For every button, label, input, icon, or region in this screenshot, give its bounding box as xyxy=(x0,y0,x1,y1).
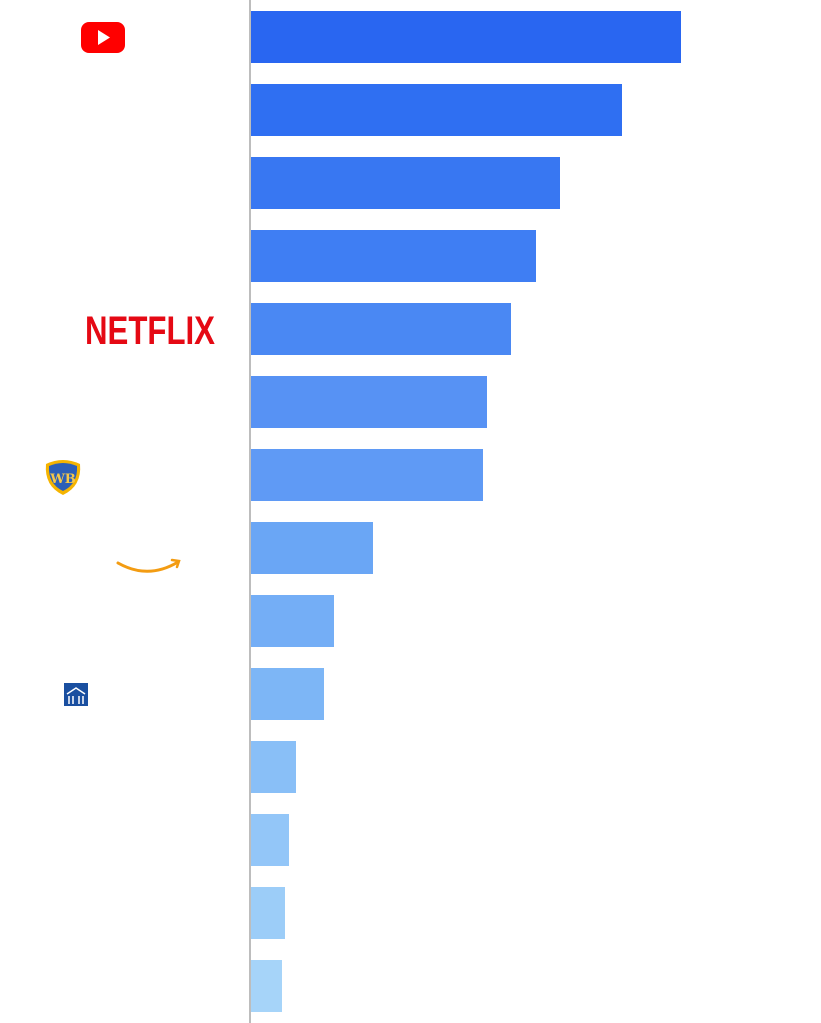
bar xyxy=(251,376,487,428)
bar xyxy=(251,84,622,136)
bar xyxy=(251,11,681,63)
amazon-logo xyxy=(116,558,181,573)
wb-logo: WB xyxy=(45,460,81,495)
bar xyxy=(251,449,483,501)
svg-text:WB: WB xyxy=(49,472,76,487)
bar xyxy=(251,522,373,574)
category-label: NETFLIX xyxy=(85,309,215,353)
bar xyxy=(251,887,285,939)
bar xyxy=(251,814,289,866)
youtube-logo xyxy=(81,22,125,53)
bar xyxy=(251,960,282,1012)
bar xyxy=(251,230,536,282)
bar xyxy=(251,303,511,355)
studio-logo xyxy=(64,683,88,706)
bar xyxy=(251,595,334,647)
bar xyxy=(251,741,296,793)
bar xyxy=(251,157,560,209)
bar xyxy=(251,668,324,720)
